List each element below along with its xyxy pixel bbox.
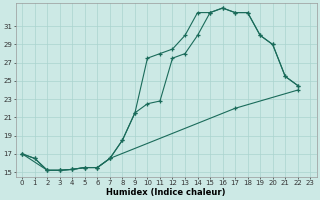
X-axis label: Humidex (Indice chaleur): Humidex (Indice chaleur) (107, 188, 226, 197)
